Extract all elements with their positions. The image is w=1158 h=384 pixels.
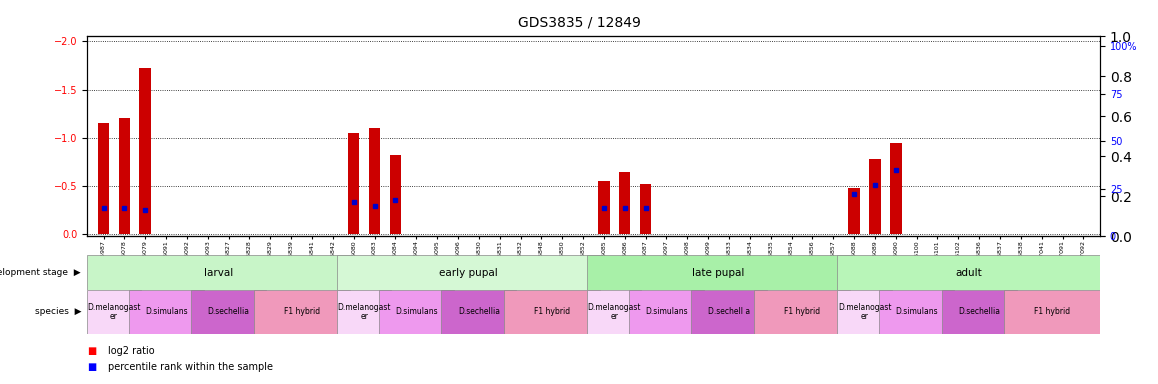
Text: early pupal: early pupal bbox=[439, 268, 498, 278]
Bar bbox=[754, 290, 850, 334]
Bar bbox=[640, 184, 651, 234]
Text: D.sechell a: D.sechell a bbox=[708, 308, 750, 316]
Bar bbox=[254, 290, 350, 334]
Bar bbox=[139, 68, 151, 234]
Bar bbox=[599, 181, 609, 234]
Bar bbox=[369, 128, 380, 234]
Bar bbox=[97, 123, 109, 234]
Bar bbox=[87, 290, 141, 334]
Text: ■: ■ bbox=[87, 362, 96, 372]
Text: percentile rank within the sample: percentile rank within the sample bbox=[108, 362, 272, 372]
Bar bbox=[891, 142, 902, 234]
Text: F1 hybrid: F1 hybrid bbox=[284, 308, 320, 316]
Bar bbox=[620, 172, 630, 234]
Bar bbox=[629, 290, 704, 334]
Text: D.melanogast
er: D.melanogast er bbox=[587, 303, 642, 321]
Text: D.simulans: D.simulans bbox=[395, 308, 438, 316]
Bar bbox=[879, 290, 954, 334]
Text: late pupal: late pupal bbox=[692, 268, 745, 278]
Bar bbox=[87, 255, 350, 290]
Text: D.sechellia: D.sechellia bbox=[207, 308, 250, 316]
Text: F1 hybrid: F1 hybrid bbox=[1034, 308, 1070, 316]
Text: D.simulans: D.simulans bbox=[145, 308, 188, 316]
Bar bbox=[129, 290, 204, 334]
Bar bbox=[849, 188, 860, 234]
Bar bbox=[337, 290, 391, 334]
Text: log2 ratio: log2 ratio bbox=[108, 346, 154, 356]
Text: D.melanogast
er: D.melanogast er bbox=[87, 303, 141, 321]
Bar bbox=[1004, 290, 1100, 334]
Text: D.sechellia: D.sechellia bbox=[958, 308, 1001, 316]
Bar bbox=[349, 133, 359, 234]
Bar bbox=[691, 290, 767, 334]
Bar bbox=[441, 290, 516, 334]
Bar bbox=[837, 255, 1100, 290]
Bar bbox=[337, 255, 600, 290]
Bar bbox=[504, 290, 600, 334]
Bar bbox=[587, 290, 642, 334]
Text: F1 hybrid: F1 hybrid bbox=[784, 308, 820, 316]
Text: D.simulans: D.simulans bbox=[645, 308, 688, 316]
Text: species  ▶: species ▶ bbox=[35, 308, 81, 316]
Bar bbox=[118, 119, 130, 234]
Text: adult: adult bbox=[955, 268, 982, 278]
Text: GDS3835 / 12849: GDS3835 / 12849 bbox=[518, 15, 640, 29]
Bar bbox=[587, 255, 850, 290]
Text: D.sechellia: D.sechellia bbox=[457, 308, 500, 316]
Text: D.simulans: D.simulans bbox=[895, 308, 938, 316]
Text: development stage  ▶: development stage ▶ bbox=[0, 268, 81, 277]
Bar bbox=[390, 155, 401, 234]
Bar bbox=[837, 290, 892, 334]
Text: larval: larval bbox=[204, 268, 233, 278]
Text: D.melanogast
er: D.melanogast er bbox=[837, 303, 892, 321]
Text: F1 hybrid: F1 hybrid bbox=[534, 308, 570, 316]
Bar bbox=[941, 290, 1017, 334]
Bar bbox=[379, 290, 454, 334]
Bar bbox=[870, 159, 881, 234]
Text: D.melanogast
er: D.melanogast er bbox=[337, 303, 391, 321]
Text: ■: ■ bbox=[87, 346, 96, 356]
Bar bbox=[191, 290, 266, 334]
